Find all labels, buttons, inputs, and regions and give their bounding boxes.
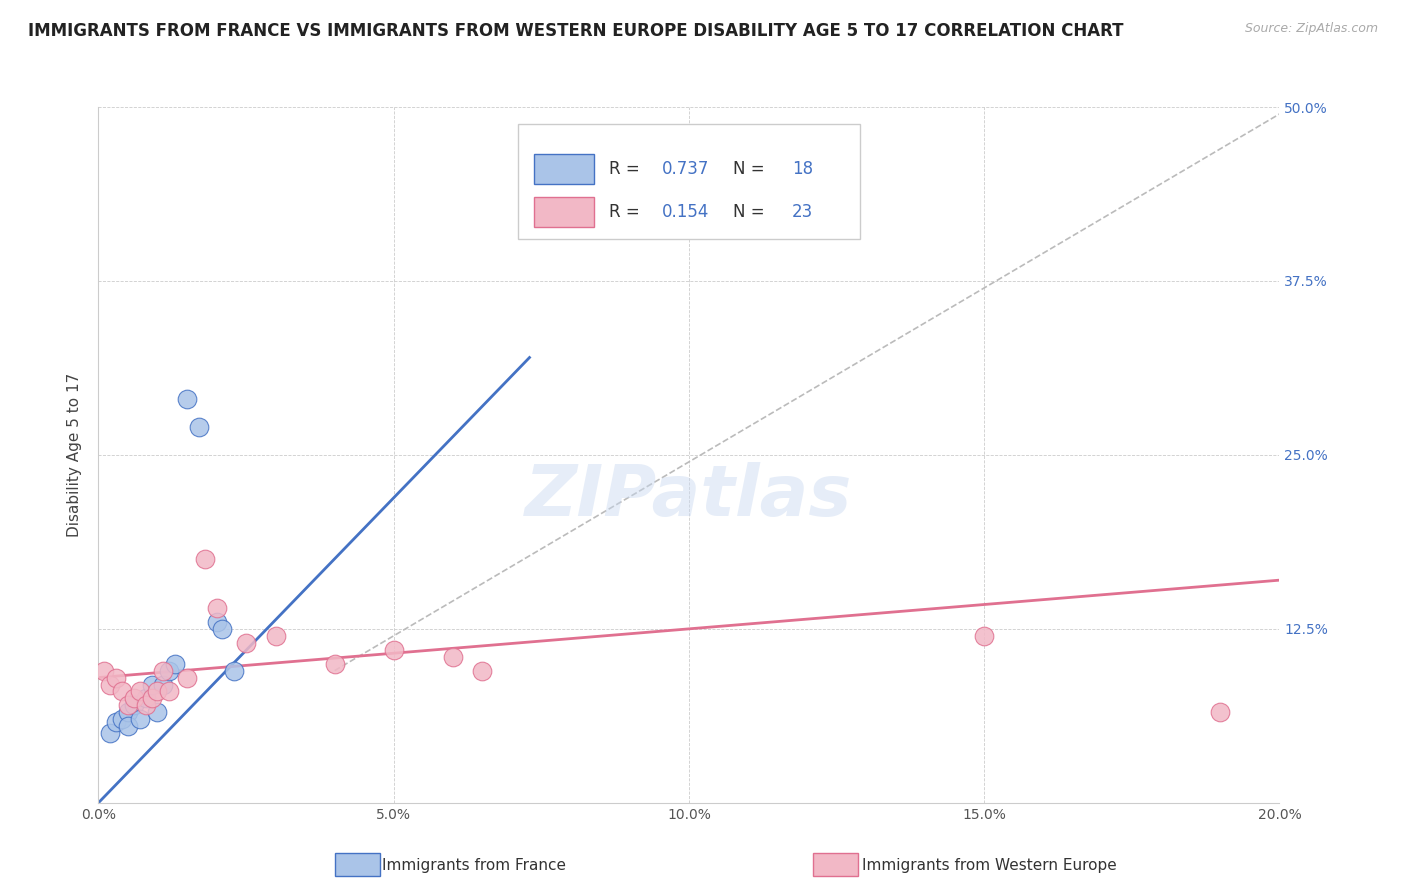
FancyBboxPatch shape (534, 197, 595, 227)
Y-axis label: Disability Age 5 to 17: Disability Age 5 to 17 (67, 373, 83, 537)
Point (1209, 706, 1232, 720)
FancyBboxPatch shape (534, 153, 595, 185)
Point (211, 622, 233, 636)
Point (152, 677, 174, 691)
Point (111, 684, 134, 698)
Text: Immigrants from Western Europe: Immigrants from Western Europe (862, 858, 1116, 872)
Point (471, 664, 494, 678)
Point (98, 677, 121, 691)
Point (176, 671, 198, 685)
Point (128, 712, 150, 726)
Point (135, 691, 157, 706)
Text: ZIPatlas: ZIPatlas (526, 462, 852, 531)
Point (264, 629, 287, 643)
Point (135, 698, 157, 713)
Text: IMMIGRANTS FROM FRANCE VS IMMIGRANTS FROM WESTERN EUROPE DISABILITY AGE 5 TO 17 : IMMIGRANTS FROM FRANCE VS IMMIGRANTS FRO… (28, 22, 1123, 40)
Point (98, 726, 121, 740)
Point (382, 642, 405, 657)
Point (187, 420, 209, 434)
Point (105, 715, 128, 730)
Point (224, 664, 246, 678)
Point (141, 691, 163, 706)
Point (146, 706, 169, 720)
FancyBboxPatch shape (517, 124, 860, 239)
Point (973, 629, 995, 643)
Point (176, 392, 198, 407)
Point (441, 649, 464, 664)
Point (205, 601, 228, 615)
Point (194, 552, 217, 566)
Point (205, 615, 228, 629)
Point (128, 684, 150, 698)
Point (105, 671, 128, 685)
Text: N =: N = (733, 203, 769, 221)
Point (117, 706, 139, 720)
Point (235, 636, 257, 650)
Point (117, 719, 139, 733)
Point (165, 657, 187, 671)
Point (157, 684, 180, 698)
Point (141, 677, 163, 691)
Text: 0.154: 0.154 (662, 203, 709, 221)
Text: 18: 18 (792, 160, 813, 178)
Point (122, 691, 145, 706)
Point (111, 712, 134, 726)
Text: 0.737: 0.737 (662, 160, 709, 178)
Text: Source: ZipAtlas.com: Source: ZipAtlas.com (1244, 22, 1378, 36)
Point (323, 657, 346, 671)
Text: R =: R = (609, 203, 644, 221)
Text: N =: N = (733, 160, 769, 178)
Point (152, 664, 174, 678)
Point (122, 698, 145, 713)
Text: R =: R = (609, 160, 644, 178)
Point (146, 684, 169, 698)
Text: Immigrants from France: Immigrants from France (382, 858, 567, 872)
Point (117, 698, 139, 713)
Point (93, 664, 115, 678)
Text: 23: 23 (792, 203, 813, 221)
Point (157, 664, 180, 678)
